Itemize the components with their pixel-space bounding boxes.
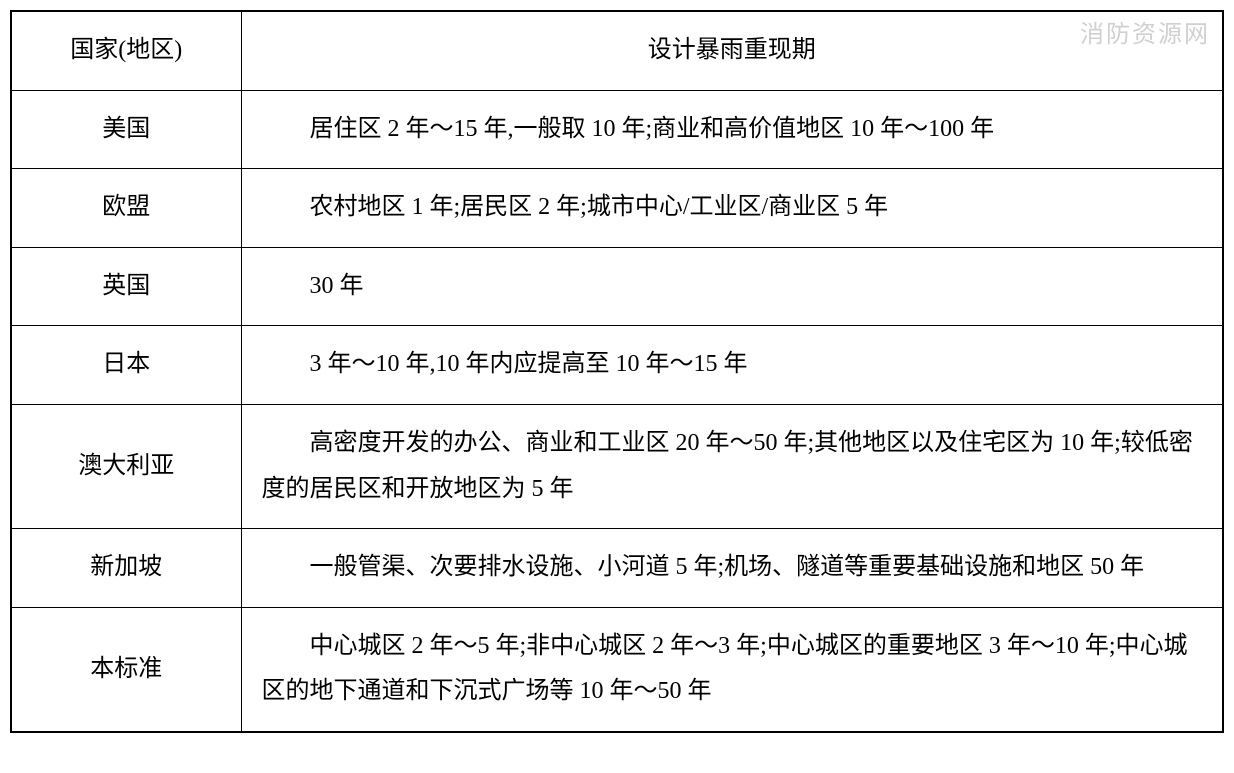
cell-period: 中心城区 2 年～5 年;非中心城区 2 年～3 年;中心城区的重要地区 3 年… [241, 607, 1223, 732]
header-region: 国家(地区) [11, 11, 241, 90]
table-row: 新加坡 一般管渠、次要排水设施、小河道 5 年;机场、隧道等重要基础设施和地区 … [11, 529, 1223, 608]
watermark-text: 消防资源网 [1080, 14, 1210, 49]
table-row: 英国 30 年 [11, 247, 1223, 326]
table-row: 欧盟 农村地区 1 年;居民区 2 年;城市中心/工业区/商业区 5 年 [11, 169, 1223, 248]
cell-period: 一般管渠、次要排水设施、小河道 5 年;机场、隧道等重要基础设施和地区 50 年 [241, 529, 1223, 608]
table-row: 美国 居住区 2 年～15 年,一般取 10 年;商业和高价值地区 10 年～1… [11, 90, 1223, 169]
cell-period: 农村地区 1 年;居民区 2 年;城市中心/工业区/商业区 5 年 [241, 169, 1223, 248]
cell-region: 本标准 [11, 607, 241, 732]
cell-period: 居住区 2 年～15 年,一般取 10 年;商业和高价值地区 10 年～100 … [241, 90, 1223, 169]
cell-region: 美国 [11, 90, 241, 169]
cell-period: 30 年 [241, 247, 1223, 326]
cell-region: 欧盟 [11, 169, 241, 248]
standards-table: 国家(地区) 设计暴雨重现期 美国 居住区 2 年～15 年,一般取 10 年;… [10, 10, 1224, 733]
table-row: 本标准 中心城区 2 年～5 年;非中心城区 2 年～3 年;中心城区的重要地区… [11, 607, 1223, 732]
table-header-row: 国家(地区) 设计暴雨重现期 [11, 11, 1223, 90]
cell-region: 日本 [11, 326, 241, 405]
cell-region: 新加坡 [11, 529, 241, 608]
table-row: 日本 3 年～10 年,10 年内应提高至 10 年～15 年 [11, 326, 1223, 405]
cell-period: 3 年～10 年,10 年内应提高至 10 年～15 年 [241, 326, 1223, 405]
cell-region: 澳大利亚 [11, 404, 241, 528]
header-period: 设计暴雨重现期 [241, 11, 1223, 90]
cell-period: 高密度开发的办公、商业和工业区 20 年～50 年;其他地区以及住宅区为 10 … [241, 404, 1223, 528]
cell-region: 英国 [11, 247, 241, 326]
table-row: 澳大利亚 高密度开发的办公、商业和工业区 20 年～50 年;其他地区以及住宅区… [11, 404, 1223, 528]
